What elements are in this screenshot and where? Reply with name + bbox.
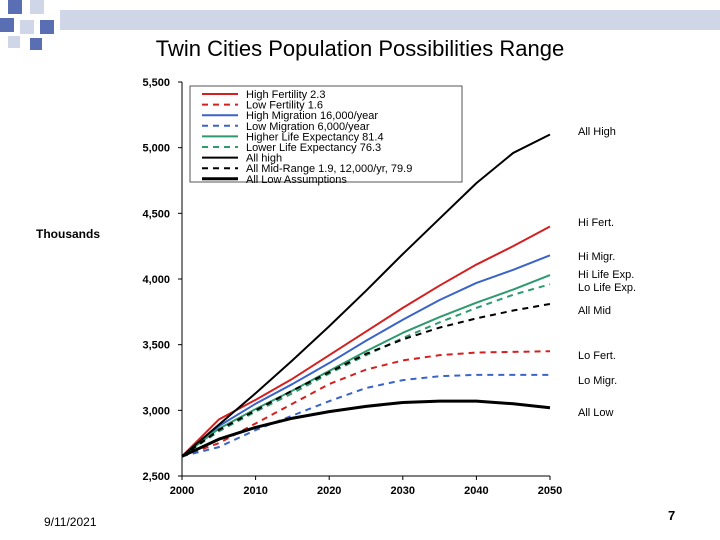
right-annotation-9: All Low xyxy=(578,407,614,419)
x-tick-label: 2010 xyxy=(243,485,267,497)
header-square xyxy=(0,18,14,32)
series-line-9 xyxy=(181,399,551,458)
page-title: Twin Cities Population Possibilities Ran… xyxy=(155,36,565,61)
right-annotation-6: All Mid xyxy=(578,305,612,317)
legend-entry-4: Low Migration 6,000/year xyxy=(246,121,370,133)
y-tick-label: 4,500 xyxy=(142,208,170,220)
series-line-7 xyxy=(181,133,551,458)
header-square xyxy=(30,38,42,50)
x-tick-label: 2030 xyxy=(391,485,415,497)
y-tick-label: 3,000 xyxy=(142,405,170,417)
x-tick-label: 2020 xyxy=(317,485,341,497)
right-annotation-7: Lo Fert. xyxy=(578,350,616,362)
header-decoration xyxy=(0,0,54,50)
header-bar xyxy=(60,10,720,30)
legend-entry-5: Higher Life Expectancy 81.4 xyxy=(246,131,384,143)
series-line-8 xyxy=(181,302,551,458)
legend-entry-1: High Fertility 2.3 xyxy=(246,89,325,101)
right-annotation-2: Hi Fert. xyxy=(578,217,615,229)
series-line-4 xyxy=(181,373,550,458)
right-annotation-4: Hi Life Exp. xyxy=(578,269,635,281)
header-square xyxy=(8,0,22,14)
right-annotation-3: Hi Migr. xyxy=(578,251,616,263)
series-line-3 xyxy=(181,254,551,458)
legend-entry-2: Low Fertility 1.6 xyxy=(246,100,323,112)
y-tick-label: 3,500 xyxy=(142,340,170,352)
slide-date: 9/11/2021 xyxy=(44,515,97,529)
y-tick-label: 2,500 xyxy=(142,471,170,483)
legend-entry-8: All Mid-Range 1.9, 12,000/yr, 79.9 xyxy=(246,163,412,175)
legend-entry-7: All high xyxy=(246,153,282,165)
x-tick-label: 2040 xyxy=(464,485,488,497)
series-line-1 xyxy=(181,225,551,458)
right-annotation-8: Lo Migr. xyxy=(578,375,618,387)
legend-entry-9: All Low Assumptions xyxy=(246,174,347,186)
series-line-5 xyxy=(181,274,551,458)
header-square xyxy=(8,36,20,48)
header-square xyxy=(30,0,44,14)
y-tick-label: 4,000 xyxy=(142,274,170,286)
y-tick-label: 5,000 xyxy=(142,143,170,155)
legend-entry-6: Lower Life Expectancy 76.3 xyxy=(246,142,381,154)
x-tick-label: 2050 xyxy=(538,485,562,497)
series-line-6 xyxy=(181,283,551,458)
page-number: 7 xyxy=(668,508,676,523)
header-square xyxy=(20,20,34,34)
y-tick-label: 5,500 xyxy=(142,77,170,89)
legend-entry-3: High Migration 16,000/year xyxy=(246,110,378,122)
legend-box xyxy=(189,85,463,183)
x-tick-label: 2000 xyxy=(170,485,194,497)
right-annotation-1: All High xyxy=(578,126,616,138)
right-annotation-5: Lo Life Exp. xyxy=(578,282,637,294)
y-axis-label: Thousands xyxy=(36,227,101,241)
header-square xyxy=(40,20,54,34)
